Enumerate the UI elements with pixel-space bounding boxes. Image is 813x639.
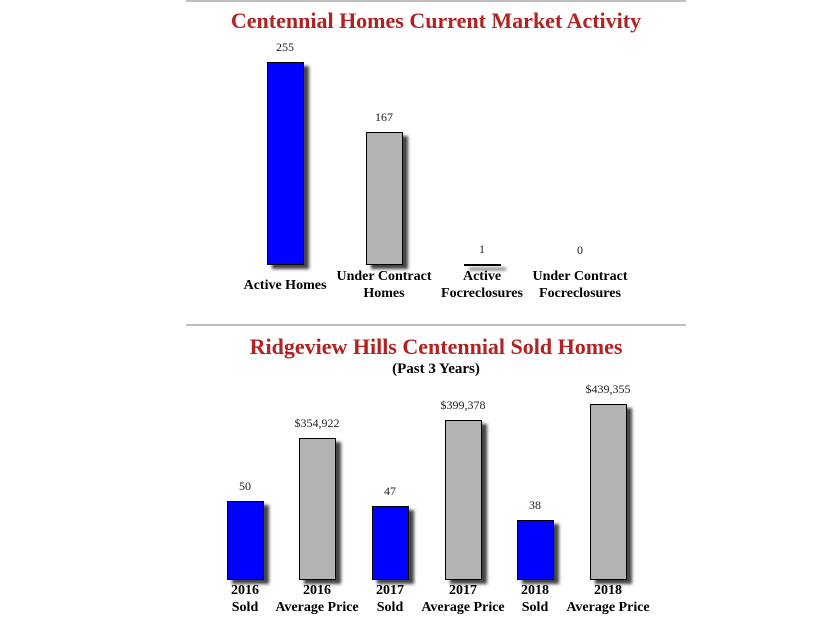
value-label: 50: [239, 479, 251, 493]
x-tick-label: 2016 Sold: [231, 583, 259, 615]
value-label: 38: [529, 497, 541, 512]
x-tick-label: 2017 Sold: [376, 583, 404, 615]
bar: [463, 264, 501, 267]
value-label: $354,922: [294, 415, 340, 430]
x-tick-label: Active Focreclosures: [441, 269, 523, 301]
bar: [589, 404, 627, 580]
x-tick-label: 2016 Average Price: [275, 583, 359, 615]
bar: [266, 62, 304, 265]
bar: [516, 519, 554, 580]
bar: [444, 420, 482, 580]
x-tick-label: Active Homes: [243, 277, 327, 293]
bar: [226, 501, 264, 580]
bar: [371, 505, 409, 580]
value-label: 1: [479, 242, 485, 257]
separator: [186, 0, 686, 2]
value-label: 255: [276, 40, 294, 54]
value-label: $439,355: [585, 382, 631, 396]
separator: [186, 324, 686, 326]
value-label: 47: [384, 483, 396, 498]
x-tick-label: 2017 Average Price: [421, 583, 505, 615]
chart-title: Ridgeview Hills Centennial Sold Homes: [249, 334, 623, 359]
value-label: 167: [375, 110, 393, 125]
value-label: 0: [577, 243, 583, 257]
x-tick-label: 2018 Average Price: [566, 583, 650, 615]
chart-title: Centennial Homes Current Market Activity: [230, 8, 642, 33]
chart-subtitle: (Past 3 Years): [392, 361, 480, 377]
x-tick-label: Under Contract Focreclosures: [532, 269, 628, 301]
x-tick-label: Under Contract Homes: [336, 269, 432, 301]
x-tick-label: 2018 Sold: [521, 583, 549, 615]
bar: [298, 437, 336, 580]
value-label: $399,378: [440, 398, 486, 412]
bar: [365, 132, 403, 265]
